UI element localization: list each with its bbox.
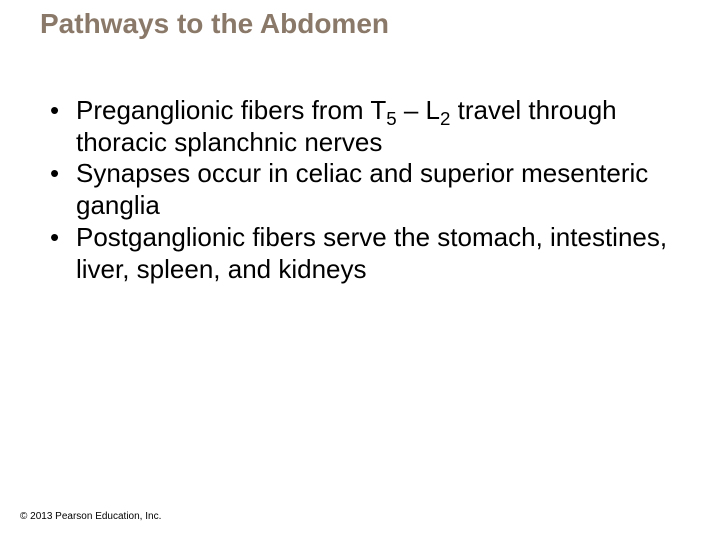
bullet-fragment: Preganglionic fibers from T — [76, 95, 386, 125]
slide-body: • Preganglionic fibers from T5 – L2 trav… — [50, 95, 670, 285]
bullet-text: Synapses occur in celiac and superior me… — [76, 158, 670, 221]
bullet-item: • Synapses occur in celiac and superior … — [50, 158, 670, 221]
bullet-dot-icon: • — [50, 222, 76, 285]
subscript: 2 — [440, 108, 450, 129]
bullet-text: Preganglionic fibers from T5 – L2 travel… — [76, 95, 670, 158]
copyright-text: © 2013 Pearson Education, Inc. — [20, 511, 161, 522]
bullet-item: • Preganglionic fibers from T5 – L2 trav… — [50, 95, 670, 158]
bullet-fragment: – L — [397, 95, 440, 125]
bullet-item: • Postganglionic fibers serve the stomac… — [50, 222, 670, 285]
slide: Pathways to the Abdomen • Preganglionic … — [0, 0, 720, 540]
bullet-text: Postganglionic fibers serve the stomach,… — [76, 222, 670, 285]
bullet-dot-icon: • — [50, 158, 76, 221]
subscript: 5 — [386, 108, 396, 129]
slide-title: Pathways to the Abdomen — [40, 8, 389, 40]
bullet-dot-icon: • — [50, 95, 76, 158]
